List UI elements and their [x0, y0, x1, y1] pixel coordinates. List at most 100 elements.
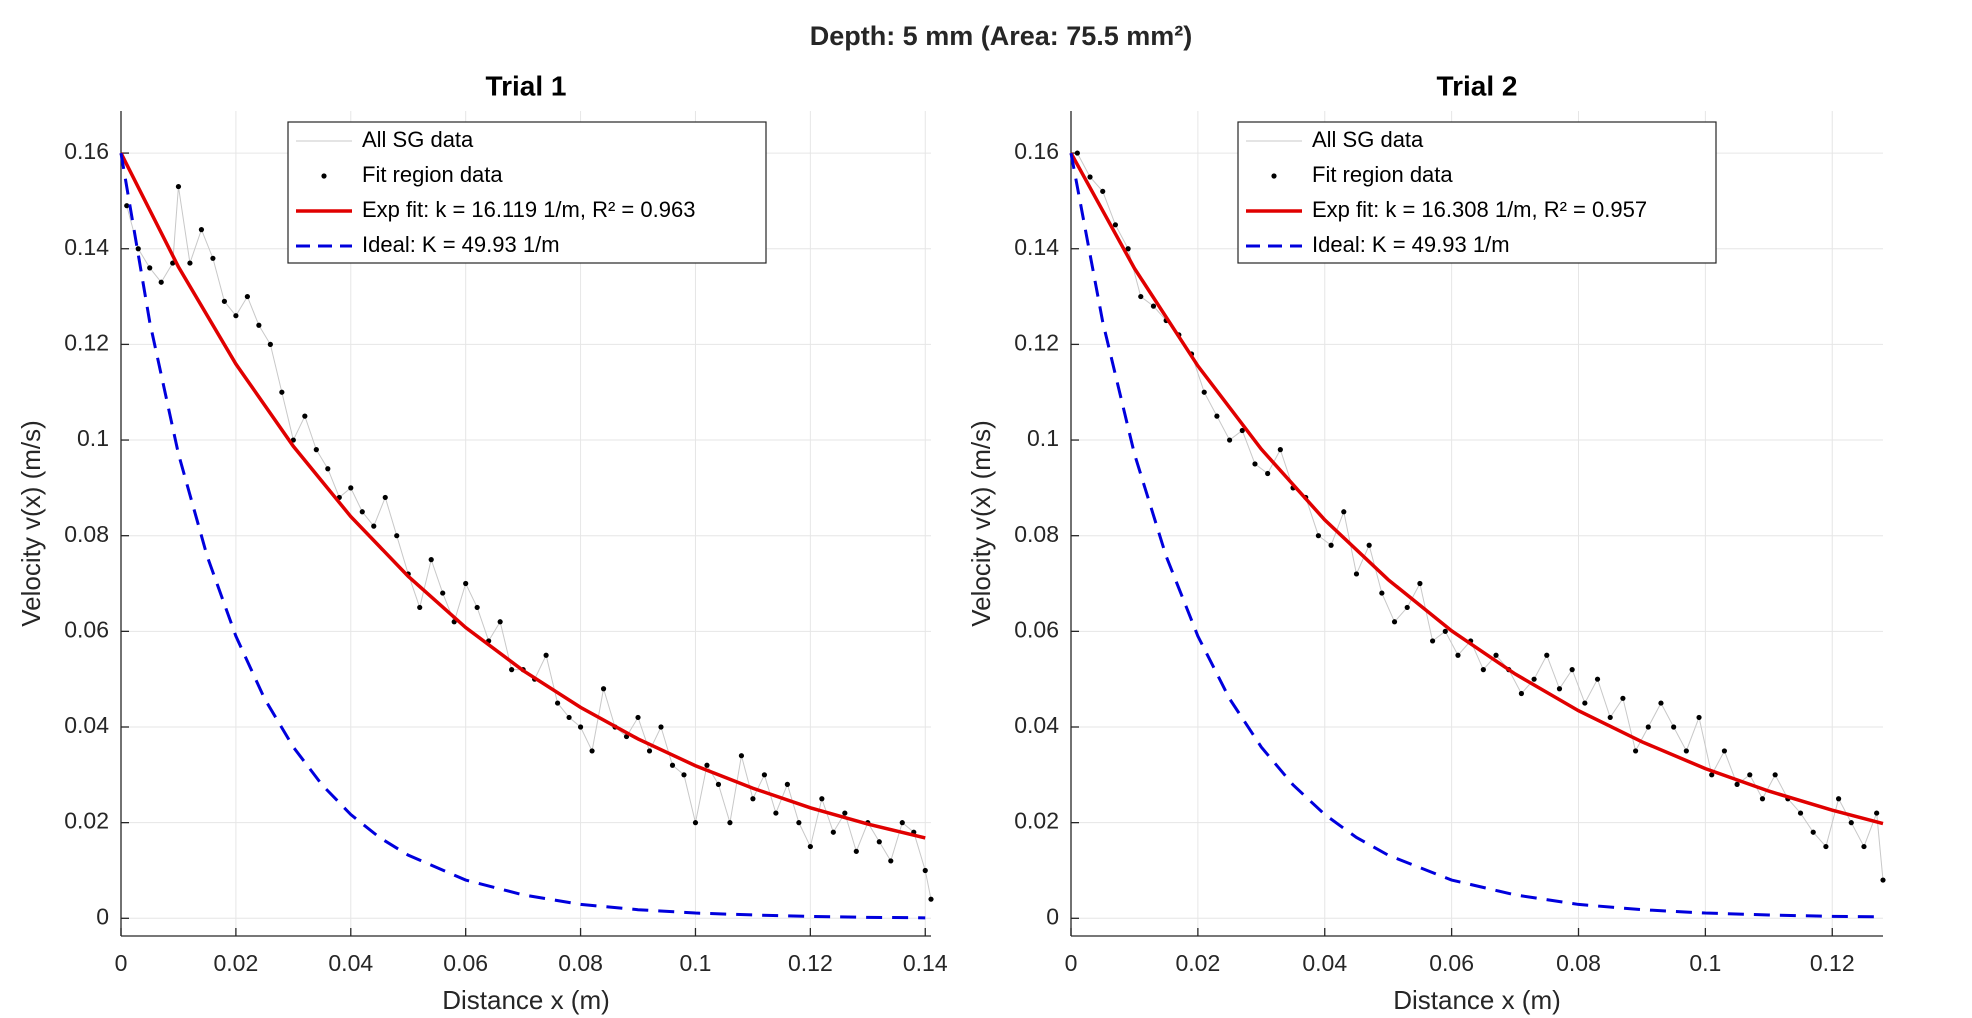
axes-title: Trial 1 — [486, 70, 567, 101]
y-tick-label: 0.16 — [1014, 138, 1059, 164]
legend-label: Fit region data — [362, 162, 503, 187]
x-tick-label: 0.02 — [1175, 950, 1220, 976]
y-tick-label: 0 — [1046, 903, 1059, 929]
data-point — [1087, 174, 1093, 180]
data-point — [543, 652, 549, 658]
data-point — [1150, 303, 1157, 309]
data-point — [1544, 652, 1550, 658]
data-point — [842, 810, 848, 816]
series-line — [119, 152, 926, 840]
data-point — [1671, 724, 1677, 730]
data-point — [750, 796, 756, 802]
axes-title: Trial 2 — [1437, 70, 1518, 101]
x-tick-label: 0.1 — [679, 950, 711, 976]
data-point — [761, 772, 768, 778]
data-point — [1265, 470, 1271, 477]
data-point — [394, 533, 400, 539]
data-point — [1582, 700, 1588, 706]
data-point — [1861, 843, 1867, 850]
data-point — [830, 829, 836, 835]
data-point — [1810, 829, 1816, 835]
series-line — [119, 152, 926, 920]
data-point — [1404, 604, 1410, 611]
data-point — [1100, 188, 1106, 194]
data-point — [876, 839, 882, 845]
x-axis-label: Distance x (m) — [442, 985, 610, 1015]
data-point — [1874, 810, 1880, 816]
data-point — [210, 255, 216, 261]
data-point — [1645, 724, 1651, 730]
data-point — [158, 279, 164, 285]
data-point — [1734, 781, 1740, 787]
data-point — [1620, 695, 1626, 701]
data-point — [784, 781, 790, 787]
data-point — [1125, 246, 1131, 252]
data-point — [1429, 638, 1436, 644]
data-point — [807, 843, 813, 850]
data-point — [589, 748, 595, 754]
x-tick-label: 0.04 — [328, 950, 373, 976]
legend-label: Exp fit: k = 16.119 1/m, R² = 0.963 — [362, 197, 695, 222]
data-point — [1797, 810, 1804, 816]
data-point — [463, 580, 469, 587]
data-point — [819, 796, 825, 802]
data-point — [1341, 509, 1347, 515]
data-point — [1226, 437, 1233, 443]
y-tick-label: 0.14 — [1014, 234, 1059, 260]
y-tick-label: 0 — [96, 903, 109, 929]
x-tick-label: 0.08 — [1556, 950, 1601, 976]
data-point — [1252, 461, 1258, 467]
data-point — [1772, 772, 1778, 778]
y-axis-label: Velocity v(x) (m/s) — [16, 420, 46, 627]
figure-title: Depth: 5 mm (Area: 75.5 mm²) — [810, 21, 1193, 51]
data-point — [796, 820, 802, 826]
data-point — [244, 293, 250, 300]
y-tick-label: 0.1 — [1027, 425, 1059, 451]
data-point — [221, 298, 228, 304]
x-tick-label: 0.02 — [214, 950, 259, 976]
data-point — [1366, 542, 1372, 548]
x-tick-label: 0.08 — [558, 950, 603, 976]
x-tick-label: 0.04 — [1302, 950, 1347, 976]
y-tick-label: 0.08 — [64, 521, 109, 547]
legend-label: All SG data — [362, 127, 474, 152]
data-point — [1417, 580, 1423, 587]
data-point — [577, 724, 584, 730]
data-point — [1658, 700, 1664, 706]
data-point — [1747, 772, 1753, 778]
x-tick-label: 0.1 — [1689, 950, 1721, 976]
data-point — [175, 183, 182, 190]
data-point — [1239, 427, 1245, 434]
x-tick-label: 0.12 — [788, 950, 833, 976]
data-point — [147, 265, 153, 271]
legend-box — [1237, 121, 1717, 264]
data-point — [313, 447, 319, 453]
data-point — [1074, 150, 1080, 156]
data-point — [681, 772, 687, 778]
data-point — [1442, 628, 1448, 634]
data-point — [348, 485, 354, 491]
data-point — [1759, 796, 1766, 802]
data-point — [1696, 714, 1702, 721]
data-point — [773, 810, 779, 816]
data-point — [1138, 293, 1144, 300]
data-point — [899, 820, 905, 826]
data-point — [428, 557, 434, 563]
data-point — [1721, 748, 1728, 754]
data-point — [715, 781, 722, 787]
data-point — [1518, 690, 1525, 697]
data-point — [727, 820, 733, 826]
data-point — [198, 227, 205, 233]
data-point — [635, 714, 641, 721]
data-point — [1848, 820, 1854, 826]
x-tick-label: 0 — [115, 950, 128, 976]
data-point — [1594, 676, 1601, 682]
data-point — [922, 867, 928, 874]
y-tick-label: 0.06 — [1014, 616, 1059, 642]
data-point — [279, 389, 285, 395]
data-point — [497, 619, 503, 625]
y-axis-label: Velocity v(x) (m/s) — [966, 420, 996, 627]
legend-label: Fit region data — [1312, 162, 1453, 187]
x-tick-label: 0.06 — [1429, 950, 1474, 976]
